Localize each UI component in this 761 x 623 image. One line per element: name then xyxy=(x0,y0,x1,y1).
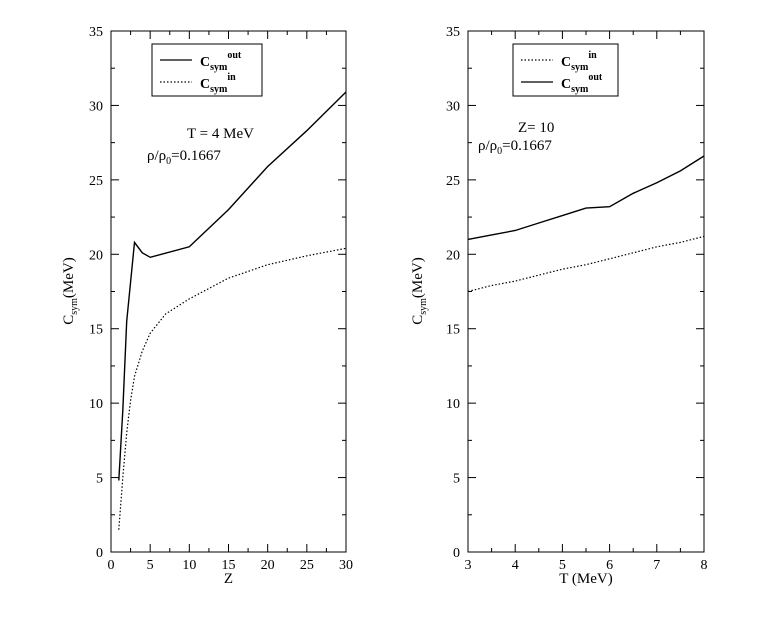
legend-label-base: C xyxy=(561,55,571,70)
legend-label-base: C xyxy=(200,77,210,92)
y-axis-title-base: C xyxy=(410,315,426,325)
legend-label-sup: in xyxy=(588,50,597,61)
y-tick-label: 0 xyxy=(96,546,103,561)
x-tick-label: 10 xyxy=(182,558,196,573)
annotation-sub: 0 xyxy=(166,156,171,167)
y-tick-label: 25 xyxy=(446,174,460,189)
y-axis-title-base: C xyxy=(61,315,77,325)
x-tick-label: 4 xyxy=(512,558,519,573)
series-line-out xyxy=(467,155,705,241)
series-line-out xyxy=(118,91,347,481)
y-tick-label: 15 xyxy=(89,323,103,338)
y-tick-label: 35 xyxy=(446,25,460,40)
legend-label-sub: sym xyxy=(571,62,589,73)
annotation-suffix: =0.1667 xyxy=(502,138,552,154)
y-axis-title: Csym(MeV) xyxy=(410,257,429,325)
x-tick-label: 3 xyxy=(465,558,472,573)
y-tick-label: 10 xyxy=(89,397,103,412)
x-tick-label: 30 xyxy=(339,558,353,573)
legend-label-out: Csymout xyxy=(200,50,242,73)
y-tick-label: 35 xyxy=(89,25,103,40)
legend-label-out: Csymout xyxy=(561,72,603,95)
y-tick-label: 15 xyxy=(446,323,460,338)
legend-label-sup: out xyxy=(588,72,603,83)
legend-label-sub: sym xyxy=(210,62,228,73)
y-tick-label: 20 xyxy=(89,248,103,263)
legend-label-base: C xyxy=(561,77,571,92)
legend-label-base: C xyxy=(200,55,210,70)
y-tick-label: 5 xyxy=(453,472,460,487)
y-tick-label: 10 xyxy=(446,397,460,412)
legend-box xyxy=(151,43,263,97)
x-tick-label: 25 xyxy=(300,558,314,573)
legend-label-sub: sym xyxy=(210,84,228,95)
series-line-in xyxy=(118,247,347,530)
x-tick-label: 8 xyxy=(701,558,708,573)
y-tick-label: 0 xyxy=(453,546,460,561)
legend-label-sub: sym xyxy=(571,84,589,95)
y-axis-title-sub: sym xyxy=(418,298,429,315)
annotation-line-1: T = 4 MeV xyxy=(187,126,254,142)
annotation-line-2: ρ/ρ0=0.1667 xyxy=(147,148,221,167)
x-axis-title: Z xyxy=(224,571,233,587)
x-tick-label: 5 xyxy=(147,558,154,573)
x-axis-title: T (MeV) xyxy=(559,571,612,587)
y-axis-title-unit: (MeV) xyxy=(410,257,426,298)
y-axis-title: Csym(MeV) xyxy=(61,257,80,325)
legend-label-sup: in xyxy=(227,72,236,83)
y-tick-label: 30 xyxy=(446,99,460,114)
legend-label-in: Csymin xyxy=(200,72,236,95)
x-tick-label: 7 xyxy=(653,558,660,573)
annotation-prefix: ρ/ρ xyxy=(147,148,166,164)
y-tick-label: 25 xyxy=(89,174,103,189)
legend-label-in: Csymin xyxy=(561,50,597,73)
annotation-prefix: ρ/ρ xyxy=(478,138,497,154)
y-axis-title-sub: sym xyxy=(69,298,80,315)
x-tick-label: 5 xyxy=(559,558,566,573)
plot-frame xyxy=(467,30,705,553)
annotation-suffix: =0.1667 xyxy=(171,148,221,164)
x-tick-label: 15 xyxy=(222,558,236,573)
y-axis-title-unit: (MeV) xyxy=(61,257,77,298)
y-tick-label: 5 xyxy=(96,472,103,487)
annotation-line-2: ρ/ρ0=0.1667 xyxy=(478,138,552,157)
annotation-line-1: Z= 10 xyxy=(518,120,554,136)
x-tick-label: 6 xyxy=(606,558,613,573)
y-tick-label: 20 xyxy=(446,248,460,263)
legend-box xyxy=(512,43,619,97)
legend-label-sup: out xyxy=(227,50,242,61)
x-tick-label: 0 xyxy=(108,558,115,573)
series-line-in xyxy=(467,235,705,293)
x-tick-label: 20 xyxy=(261,558,275,573)
y-tick-label: 30 xyxy=(89,99,103,114)
plot-frame xyxy=(110,30,347,553)
annotation-sub: 0 xyxy=(497,146,502,157)
